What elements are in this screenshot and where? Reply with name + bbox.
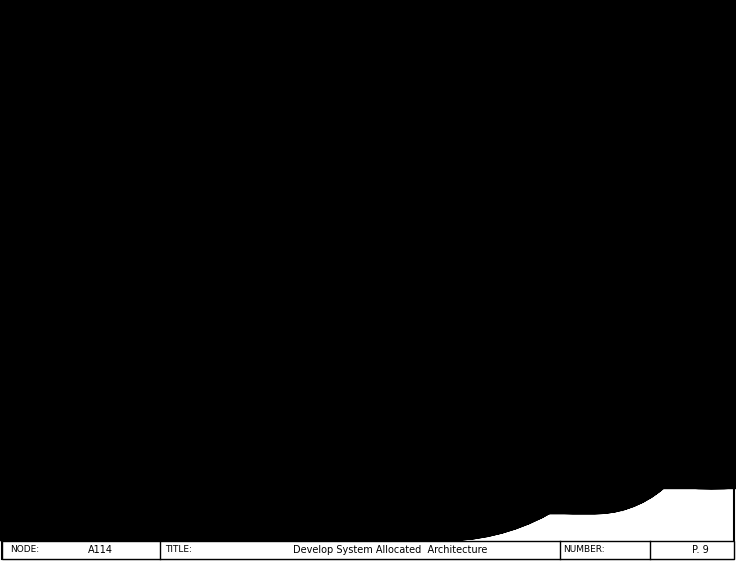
Text: Allocated
Architecture: Allocated Architecture <box>600 304 647 323</box>
Text: A1145: A1145 <box>498 448 527 458</box>
Text: WORKING: WORKING <box>483 0 527 7</box>
Bar <box>710 24 717 31</box>
Text: A114: A114 <box>88 545 113 555</box>
Text: Discrepancies in the
Specifications,
Interface Control,
and Acceptance
Test Plan: Discrepancies in the Specifications, Int… <box>590 58 668 108</box>
Bar <box>672 0 679 7</box>
Bar <box>2 541 734 559</box>
Text: Alternative
System-Level
Allocated
Architectures: Alternative System-Level Allocated Archi… <box>335 189 386 229</box>
Text: CONTEXT:: CONTEXT: <box>681 0 725 7</box>
Bar <box>678 5 685 12</box>
Text: DRAFT: DRAFT <box>490 7 520 16</box>
Text: System-Level
Architectures: System-Level Architectures <box>384 376 436 396</box>
Text: NODE:: NODE: <box>10 545 39 554</box>
Text: A1142: A1142 <box>263 278 291 287</box>
Text: TITLE:: TITLE: <box>165 545 192 554</box>
Bar <box>455 356 570 461</box>
Text: Document
Subsystem
Specifications: Document Subsystem Specifications <box>474 386 551 419</box>
Text: x: x <box>445 25 450 34</box>
Bar <box>82 136 202 266</box>
Text: Conduct
Performance
& Risk
Analyses: Conduct Performance & Risk Analyses <box>352 288 422 333</box>
Text: P. 9: P. 9 <box>692 545 708 555</box>
Text: A1143: A1143 <box>372 364 402 373</box>
Bar <box>688 12 696 20</box>
Text: Allocate
Functions &
System-Wide
Requirements
to Physical
Subsystems: Allocate Functions & System-Wide Require… <box>104 157 180 225</box>
Text: A1141: A1141 <box>127 254 157 263</box>
Text: Interface
Architecture: Interface Architecture <box>12 313 64 333</box>
Text: RECOMMENDED: RECOMMENDED <box>469 16 541 25</box>
Text: System-Level
Functional
Architecture: System-Level Functional Architecture <box>219 60 271 90</box>
Text: System-Level
Operational
Concept: System-Level Operational Concept <box>12 253 68 283</box>
Text: DATE:  05/24/99: DATE: 05/24/99 <box>380 1 452 10</box>
Text: READERDATE: READERDATE <box>590 0 650 7</box>
Text: Subsystem
Design
Requirements,
Boundaries,
Missions,
Objectives,
and Constraints: Subsystem Design Requirements, Boundarie… <box>578 401 639 472</box>
Bar <box>332 261 442 376</box>
Bar <box>455 161 570 281</box>
Text: Risk Analysis,
System Design
Document,
Allocated
Architecture,
System Interface
: Risk Analysis, System Design Document, A… <box>600 189 670 261</box>
Text: AUTHOR:  Dennis Buede: AUTHOR: Dennis Buede <box>200 1 309 10</box>
Text: A1144: A1144 <box>498 269 527 278</box>
Text: GMU Systems
Engineering
Program: GMU Systems Engineering Program <box>23 3 85 33</box>
Text: PUBLICATION: PUBLICATION <box>475 25 534 34</box>
Text: NUMBER:: NUMBER: <box>563 545 605 554</box>
Bar <box>684 10 691 17</box>
Text: PROJECT: Engineerin Design of a System: PROJECT: Engineerin Design of a System <box>200 10 383 19</box>
Text: Define &
Analyze
Functional
Activation &
Control
Structure: Define & Analyze Functional Activation &… <box>243 180 311 247</box>
Text: Candidate
Physical
Architectures: Candidate Physical Architectures <box>12 176 68 206</box>
Text: Function to
Subsystem
Allocation: Function to Subsystem Allocation <box>183 243 227 273</box>
Bar <box>222 156 332 291</box>
Text: Suggested
Revisions: Suggested Revisions <box>190 143 230 163</box>
Bar <box>698 17 705 24</box>
Text: NOTES:  1  2  3  4  5  6  7  8  9  10: NOTES: 1 2 3 4 5 6 7 8 9 10 <box>200 26 354 35</box>
Text: Analysis
Results: Analysis Results <box>402 304 434 323</box>
Text: REV:: REV: <box>380 10 400 19</box>
Text: Develop System Allocated  Architecture: Develop System Allocated Architecture <box>293 545 487 555</box>
Text: USED AT:: USED AT: <box>34 1 74 10</box>
Text: System's
Qualification
System
Documentation: System's Qualification System Documentat… <box>12 363 77 403</box>
Text: Architecture
Changes: Architecture Changes <box>600 249 647 269</box>
Text: Stakeholders' &
System Requirements,
Objectives Hierarchy,
Boundary & Qualificat: Stakeholders' & System Requirements, Obj… <box>59 59 155 111</box>
Text: Document
Architectures
& Obtain
Approval: Document Architectures & Obtain Approval <box>475 188 550 233</box>
